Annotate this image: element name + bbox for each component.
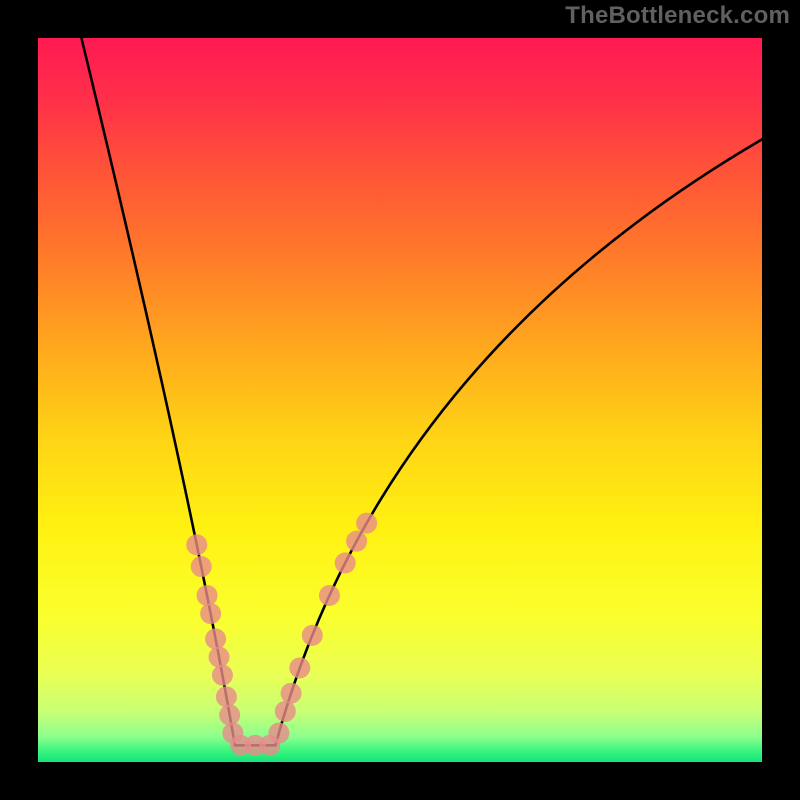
data-point bbox=[302, 625, 323, 646]
data-point bbox=[268, 723, 289, 744]
data-point bbox=[219, 704, 240, 725]
data-point bbox=[275, 701, 296, 722]
data-point bbox=[281, 683, 302, 704]
data-point bbox=[200, 603, 221, 624]
data-point bbox=[186, 534, 207, 555]
frame-bottom bbox=[0, 762, 800, 800]
frame-right bbox=[762, 0, 800, 800]
data-point bbox=[197, 585, 218, 606]
data-point bbox=[209, 647, 230, 668]
data-point bbox=[212, 665, 233, 686]
data-point bbox=[289, 657, 310, 678]
frame-left bbox=[0, 0, 38, 800]
data-point bbox=[335, 552, 356, 573]
data-point bbox=[356, 513, 377, 534]
data-markers bbox=[38, 38, 762, 762]
data-point bbox=[205, 628, 226, 649]
chart-root: { "canvas": { "width": 800, "height": 80… bbox=[0, 0, 800, 800]
data-point bbox=[191, 556, 212, 577]
watermark-text: TheBottleneck.com bbox=[565, 2, 790, 30]
data-point bbox=[346, 531, 367, 552]
plot-area bbox=[38, 38, 762, 762]
data-point bbox=[319, 585, 340, 606]
data-point bbox=[216, 686, 237, 707]
